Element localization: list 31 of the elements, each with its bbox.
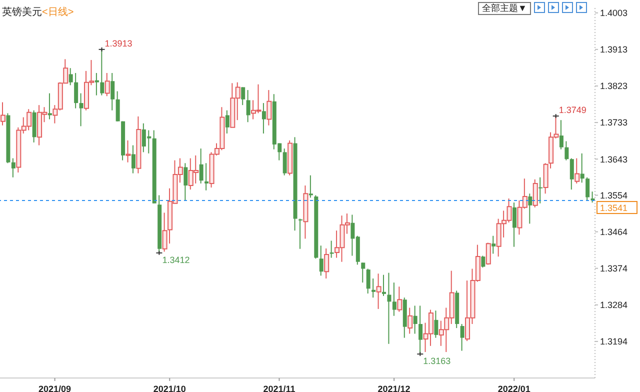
- ref-line-label: 1.3541: [600, 203, 628, 214]
- annotation: 1.3749: [558, 105, 586, 116]
- y-tick-label: 1.3823: [600, 81, 628, 92]
- x-tick-label: 2022/01: [498, 384, 530, 392]
- y-tick-label: 1.3643: [600, 154, 628, 164]
- chart-subtitle: <日线>: [42, 7, 74, 18]
- candlestick: [382, 274, 386, 296]
- y-tick-label: 1.4003: [600, 8, 628, 18]
- x-tick-label: 2021/10: [153, 384, 186, 392]
- candlestick: [538, 177, 543, 204]
- annotation: 全部主题▼: [478, 2, 531, 15]
- y-tick-label: 1.3913: [600, 44, 628, 55]
- annotation: 1.3913: [104, 38, 132, 48]
- y-tick-label: 1.3554: [600, 190, 628, 200]
- candlestick: [308, 175, 313, 198]
- x-tick-label: 2021/12: [378, 384, 410, 392]
- annotation: 1.3412: [162, 254, 190, 265]
- y-tick-label: 1.3284: [600, 300, 628, 310]
- candlestick: [298, 218, 302, 249]
- candlestick: [204, 163, 209, 190]
- x-tick-label: 2021/11: [263, 384, 296, 392]
- annotation: 1.3163: [423, 356, 451, 366]
- x-tick-label: 2021/09: [38, 384, 72, 392]
- candlestick: [94, 72, 99, 96]
- chart-title: 英镑美元: [2, 7, 42, 18]
- y-tick-label: 1.3194: [600, 336, 628, 347]
- y-tick-label: 1.3733: [600, 118, 628, 128]
- y-tick-label: 1.3464: [600, 226, 628, 237]
- y-tick-label: 1.3374: [600, 264, 628, 274]
- candlestick: [48, 93, 52, 120]
- candlestick: [387, 272, 392, 344]
